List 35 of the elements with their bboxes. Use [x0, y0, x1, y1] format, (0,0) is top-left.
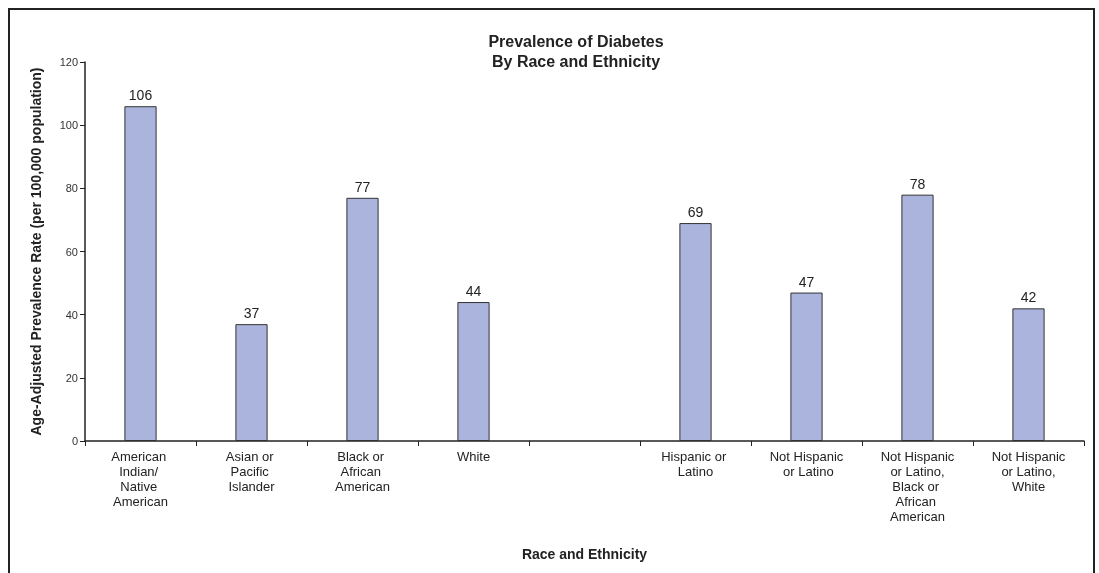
bar: [901, 194, 934, 441]
data-label: 44: [465, 283, 482, 300]
bar: [346, 197, 379, 441]
data-label: 37: [243, 305, 260, 322]
bar: [790, 292, 823, 441]
x-tick-label: Asian or Pacific Islander: [225, 449, 278, 494]
y-tick-label: 0: [71, 435, 78, 447]
data-label: 69: [687, 204, 704, 221]
y-tick-label: 120: [59, 56, 78, 68]
x-tick-label: Not Hispanic or Latino, Black or African American: [880, 449, 955, 524]
bar: [235, 324, 268, 441]
chart-subtitle: By Race and Ethnicity: [491, 52, 661, 70]
y-tick-label: 100: [59, 119, 78, 132]
y-tick-label: 60: [65, 245, 78, 258]
y-tick-label: 40: [65, 308, 78, 321]
chart-title: Prevalence of Diabetes: [488, 32, 664, 50]
x-tick-label: Hispanic or Latino: [661, 449, 730, 479]
data-label: 77: [354, 178, 371, 195]
data-label: 106: [128, 87, 153, 104]
y-tick-label: 80: [65, 182, 78, 195]
x-tick-label: White: [456, 449, 491, 464]
bar: [124, 106, 157, 441]
x-tick-label: Not Hispanic or Latino: [769, 449, 844, 479]
x-tick-label: Not Hispanic or Latino, White: [991, 449, 1066, 494]
bar: [1012, 308, 1045, 441]
data-label: 78: [909, 175, 926, 192]
x-tick-label: Black or African American: [335, 449, 390, 494]
x-axis-title: Race and Ethnicity: [521, 546, 648, 562]
y-axis-title: Age-Adjusted Prevalence Rate (per 100,000 population): [28, 67, 44, 436]
bar: [679, 223, 712, 441]
data-label: 42: [1020, 289, 1037, 306]
data-label: 47: [798, 273, 815, 290]
bar: [457, 302, 490, 441]
x-tick-label: American Indian/ Native American: [111, 449, 170, 509]
y-tick-label: 20: [65, 371, 78, 384]
